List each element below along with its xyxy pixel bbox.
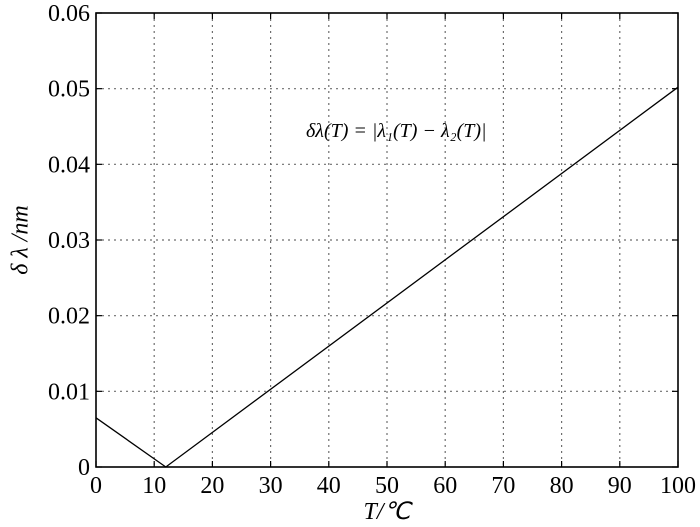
y-tick-label: 0.05: [48, 77, 90, 103]
x-tick-label: 100: [660, 473, 696, 499]
y-tick-label: 0.03: [48, 228, 90, 254]
x-tick-label: 30: [259, 473, 283, 499]
x-tick-label: 40: [317, 473, 341, 499]
x-axis-label: T/℃: [364, 499, 414, 525]
y-tick-label: 0.01: [48, 379, 90, 405]
x-tick-label: 50: [375, 473, 399, 499]
x-tick-label: 90: [608, 473, 632, 499]
plot-frame: [95, 12, 679, 468]
y-tick-label: 0.02: [48, 304, 90, 330]
x-tick-label: 20: [200, 473, 224, 499]
formula-annotation: δλ(T) = |λ₁(T) − λ₂(T)|: [306, 120, 487, 142]
y-tick-label: 0.04: [48, 152, 90, 178]
y-axis-label: δ λ /nm: [8, 205, 34, 275]
x-tick-label: 10: [142, 473, 166, 499]
y-tick-label: 0.06: [48, 1, 90, 27]
y-tick-labels: 0 0.01 0.02 0.03 0.04 0.05 0.06: [48, 1, 90, 481]
x-tick-labels: 0 10 20 30 40 50 60 70 80 90 100: [90, 473, 696, 499]
x-tick-label: 70: [491, 473, 515, 499]
y-tick-label: 0: [78, 455, 90, 481]
grid-lines: [96, 13, 678, 467]
x-tick-label: 60: [433, 473, 457, 499]
x-tick-label: 80: [550, 473, 574, 499]
x-tick-label: 0: [90, 473, 102, 499]
